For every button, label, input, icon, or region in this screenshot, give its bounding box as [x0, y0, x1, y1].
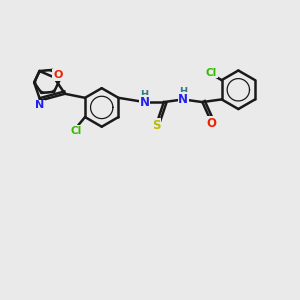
- Text: O: O: [53, 70, 62, 80]
- Text: N: N: [35, 100, 44, 110]
- Text: Cl: Cl: [206, 68, 217, 78]
- Text: O: O: [206, 117, 216, 130]
- Text: H: H: [179, 87, 187, 97]
- Text: Cl: Cl: [70, 126, 81, 136]
- Text: N: N: [178, 93, 188, 106]
- Text: N: N: [140, 96, 150, 109]
- Text: H: H: [140, 90, 148, 100]
- Text: S: S: [152, 119, 161, 132]
